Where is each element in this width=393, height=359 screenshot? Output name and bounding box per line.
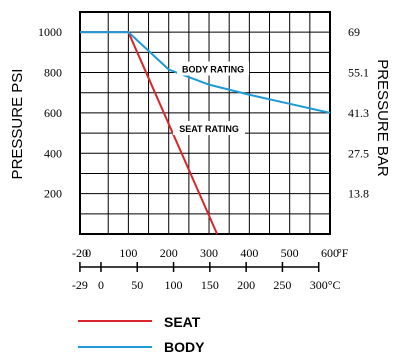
y-tick-label-psi: 400 <box>44 146 62 160</box>
y-tick-label-psi: 600 <box>44 106 62 120</box>
plot-frame <box>79 11 331 235</box>
fahrenheit-axis: -200 100 200 300 400 500 600°F <box>72 246 349 260</box>
y-axis-label-right: PRESSURE BAR <box>374 59 391 177</box>
x-tick-label-f: 0 <box>85 246 91 260</box>
x-tick-label-c: 50 <box>131 278 143 292</box>
x-tick-label-f: 100 <box>119 246 137 260</box>
x-tick-label-f: 400 <box>240 246 258 260</box>
celsius-axis: -29 0 50 100 150 200 250 300 °C <box>72 262 341 292</box>
x-tick-label-c: 300 <box>310 278 328 292</box>
y-tick-label-bar: 69 <box>348 25 360 39</box>
x-tick-label-f: 600 <box>321 246 339 260</box>
series-line-body <box>80 31 331 114</box>
x-unit-c: °C <box>328 278 341 292</box>
x-tick-label-c: 200 <box>237 278 255 292</box>
series-group <box>80 31 331 235</box>
x-tick-label-f: -20 <box>72 246 88 260</box>
legend-seat-label: SEAT <box>164 314 201 330</box>
y-tick-label-psi: 800 <box>44 66 62 80</box>
y-tick-label-psi: 1000 <box>38 25 62 39</box>
x-tick-label-c: 150 <box>201 278 219 292</box>
x-tick-label-f: 500 <box>281 246 299 260</box>
legend: SEAT BODY <box>78 314 205 355</box>
x-tick-label-c: 0 <box>98 278 104 292</box>
y-tick-label-bar: 55.1 <box>348 66 369 80</box>
x-tick-label-f: 300 <box>200 246 218 260</box>
annotation-background <box>173 121 246 136</box>
annotation-background <box>177 61 250 76</box>
x-unit-f: °F <box>337 246 349 260</box>
y-tick-label-bar: 41.3 <box>348 106 369 120</box>
x-tick-label-f: 200 <box>160 246 178 260</box>
legend-body-label: BODY <box>164 339 205 355</box>
x-tick-label-c: 100 <box>165 278 183 292</box>
x-tick-label-c: 250 <box>273 278 291 292</box>
x-tick-label-c: -29 <box>72 278 88 292</box>
annotation-label: BODY RATING <box>182 65 244 75</box>
y-tick-label-bar: 27.5 <box>348 146 369 160</box>
right-tick-labels: 13.8 27.5 41.3 55.1 69 <box>348 25 369 200</box>
annotation-label: SEAT RATING <box>179 124 239 134</box>
annotations: BODY RATING SEAT RATING <box>173 61 250 136</box>
y-tick-label-psi: 200 <box>44 187 62 201</box>
y-tick-label-bar: 13.8 <box>348 187 369 201</box>
left-tick-labels: 200 400 600 800 1000 <box>38 25 62 200</box>
y-axis-label-left: PRESSURE PSI <box>9 69 26 180</box>
